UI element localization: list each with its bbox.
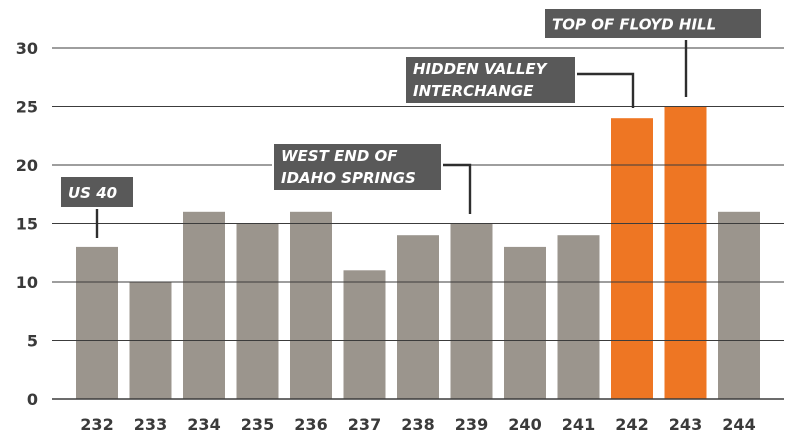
bar-234 [183, 211, 225, 399]
callout-label: INTERCHANGE [413, 82, 534, 100]
x-tick-label: 232 [80, 415, 113, 434]
bar-237 [343, 270, 386, 399]
bar-241 [557, 235, 600, 399]
x-tick-label: 236 [294, 415, 327, 434]
x-tick-label: 241 [562, 415, 595, 434]
callout-box-232 [59, 175, 135, 209]
x-tick-label: 234 [187, 415, 220, 434]
callout-label: WEST END OF [281, 147, 398, 165]
x-tick-label: 237 [348, 415, 381, 434]
callout-label: HIDDEN VALLEY [413, 60, 549, 78]
x-tick-label: 243 [669, 415, 702, 434]
y-tick-label: 20 [16, 156, 38, 175]
callout-label: IDAHO SPRINGS [281, 169, 416, 187]
callout-leader-242 [576, 72, 635, 108]
callout-box-242 [404, 55, 577, 105]
bar-244 [718, 211, 760, 399]
callout-box-239 [272, 142, 443, 192]
bar-235 [236, 223, 279, 399]
x-tick-label: 240 [508, 415, 541, 434]
x-tick-label: 239 [455, 415, 488, 434]
bar-232 [76, 246, 118, 399]
x-tick-label: 235 [241, 415, 274, 434]
x-tick-label: 244 [722, 415, 755, 434]
y-tick-label: 10 [16, 273, 38, 292]
bar-242 [611, 118, 653, 399]
bar-243 [664, 106, 707, 399]
y-tick-label: 15 [16, 215, 38, 234]
bar-240 [504, 246, 546, 399]
callout-box-243 [543, 7, 763, 40]
y-tick-label: 5 [27, 332, 38, 351]
callout-leader-239 [442, 163, 472, 214]
callout-label: US 40 [68, 184, 117, 202]
x-tick-label: 242 [615, 415, 648, 434]
bar-239 [450, 223, 493, 399]
bar-238 [397, 235, 439, 399]
bar-236 [290, 211, 332, 399]
x-tick-label: 238 [401, 415, 434, 434]
y-tick-label: 25 [16, 98, 38, 117]
x-tick-label: 233 [134, 415, 167, 434]
y-tick-label: 30 [16, 39, 38, 58]
y-tick-label: 0 [27, 390, 38, 409]
callout-label: TOP OF FLOYD HILL [552, 15, 716, 33]
